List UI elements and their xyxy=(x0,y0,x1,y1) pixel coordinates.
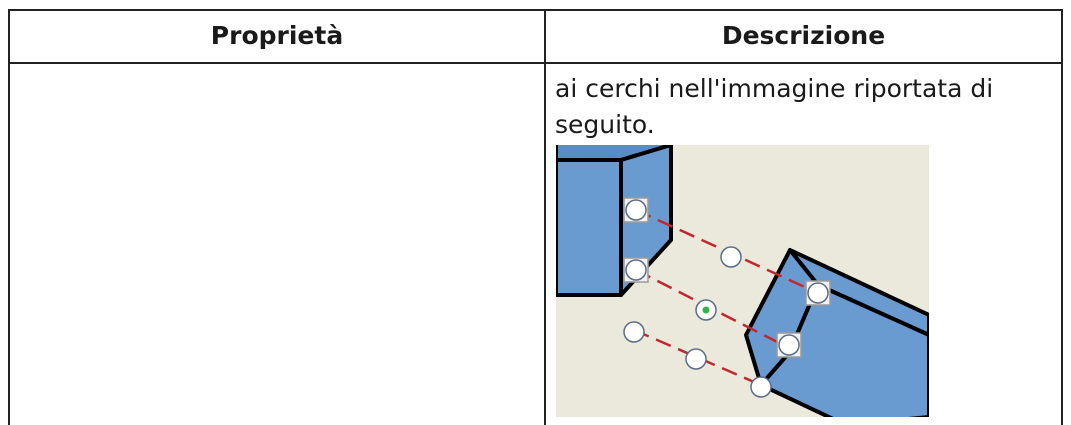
table-border xyxy=(8,9,10,425)
table-border xyxy=(1061,9,1063,425)
header-cell: Descrizione xyxy=(721,21,886,50)
table-border xyxy=(8,62,1063,64)
table-border xyxy=(8,9,1063,11)
handles xyxy=(623,197,831,398)
description-text: ai cerchi nell'immagine riportata di seg… xyxy=(555,74,994,139)
header-cell: Proprietà xyxy=(210,21,344,50)
illustration xyxy=(556,145,929,417)
table-border xyxy=(544,9,546,425)
table: Proprietà Descrizione ai cerchi nell'imm… xyxy=(8,9,1063,425)
